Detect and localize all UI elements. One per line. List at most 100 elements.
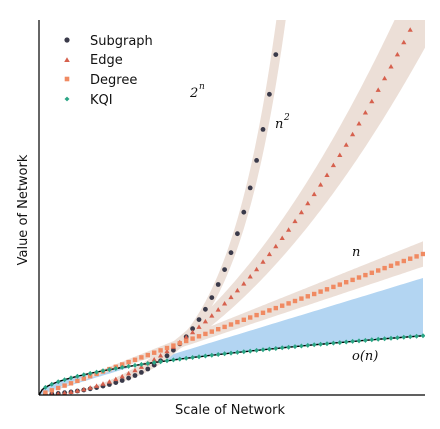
- point-edge-57: [407, 27, 413, 32]
- point-kqi-30: [235, 349, 240, 355]
- point-edge-26: [209, 313, 215, 318]
- point-kqi-59: [420, 333, 425, 339]
- legend-label-degree: Degree: [90, 73, 137, 88]
- point-kqi-4: [68, 375, 74, 381]
- point-edge-33: [254, 266, 260, 272]
- point-degree-29: [228, 322, 234, 327]
- point-kqi-25: [203, 353, 208, 359]
- annotation-n: n: [352, 245, 360, 260]
- point-edge-58: [414, 15, 419, 20]
- point-degree-16: [145, 352, 150, 358]
- point-degree-33: [254, 312, 259, 318]
- point-kqi-42: [311, 342, 317, 348]
- point-edge-42: [311, 191, 317, 197]
- point-edge-44: [324, 172, 330, 177]
- point-subgraph-14: [132, 373, 138, 378]
- point-degree-6: [81, 376, 86, 381]
- point-edge-51: [369, 98, 375, 104]
- annotation-2n-base: 2: [189, 86, 198, 101]
- point-kqi-23: [190, 355, 195, 360]
- point-kqi-49: [356, 338, 362, 344]
- legend-label-kqi: KQI: [90, 93, 113, 108]
- annotation-2n-exp: n: [199, 82, 205, 92]
- point-degree-31: [241, 317, 246, 322]
- annotation-2n: 2 n: [189, 82, 205, 101]
- point-kqi-37: [279, 345, 285, 351]
- point-degree-50: [363, 272, 368, 278]
- point-edge-55: [394, 51, 400, 57]
- x-axis-label: Scale of Network: [175, 403, 286, 418]
- point-edge-46: [337, 152, 343, 157]
- band-n2: [39, 20, 425, 395]
- point-subgraph-31: [241, 209, 247, 215]
- point-degree-25: [203, 331, 208, 337]
- point-kqi-35: [267, 346, 272, 352]
- point-subgraph-25: [203, 306, 208, 312]
- point-edge-54: [388, 64, 394, 69]
- point-degree-1: [49, 388, 54, 393]
- point-degree-13: [126, 359, 131, 365]
- point-degree-5: [75, 378, 80, 384]
- point-edge-30: [234, 287, 240, 293]
- point-kqi-13: [126, 363, 131, 369]
- point-kqi-17: [151, 360, 157, 365]
- point-edge-56: [401, 39, 407, 45]
- point-edge-3: [62, 390, 68, 395]
- point-kqi-0: [43, 384, 48, 390]
- point-degree-19: [164, 345, 170, 351]
- point-subgraph-30: [235, 231, 240, 237]
- point-edge-40: [298, 209, 304, 215]
- band-n: [39, 241, 423, 395]
- annotation-n2: n 2: [275, 113, 290, 132]
- point-kqi-46: [337, 340, 343, 346]
- point-kqi-11: [113, 366, 119, 371]
- point-edge-19: [164, 348, 170, 354]
- point-subgraph-13: [126, 375, 131, 381]
- point-degree-18: [158, 348, 163, 353]
- point-edge-27: [215, 307, 221, 312]
- point-kqi-50: [363, 337, 368, 343]
- series-kqi: [43, 333, 425, 390]
- y-axis-label: Value of Network: [16, 154, 31, 265]
- point-edge-52: [375, 87, 381, 92]
- point-kqi-12: [119, 364, 125, 370]
- point-edge-41: [305, 200, 311, 206]
- point-kqi-3: [62, 377, 67, 383]
- point-edge-2: [56, 391, 61, 395]
- point-subgraph-36: [273, 52, 279, 57]
- series-degree: [43, 251, 425, 395]
- point-edge-37: [279, 235, 285, 240]
- point-kqi-38: [286, 344, 291, 350]
- point-kqi-24: [196, 354, 202, 360]
- point-degree-12: [120, 362, 125, 367]
- point-edge-13: [126, 370, 132, 376]
- point-degree-38: [286, 301, 291, 306]
- point-subgraph-35: [267, 91, 272, 97]
- point-degree-54: [388, 263, 394, 268]
- point-degree-17: [152, 350, 157, 355]
- point-edge-38: [286, 227, 292, 232]
- point-subgraph-17: [151, 362, 157, 368]
- point-kqi-26: [209, 352, 215, 358]
- point-kqi-58: [414, 333, 419, 339]
- point-subgraph-11: [113, 380, 119, 385]
- point-edge-1: [49, 391, 54, 395]
- point-edge-14: [132, 367, 138, 373]
- point-kqi-44: [324, 341, 330, 347]
- point-edge-12: [119, 373, 125, 379]
- point-kqi-8: [94, 369, 99, 375]
- point-kqi-28: [222, 351, 227, 357]
- point-edge-9: [100, 381, 106, 386]
- point-degree-4: [68, 381, 74, 386]
- point-degree-49: [356, 275, 362, 280]
- point-kqi-14: [132, 362, 138, 368]
- point-edge-28: [222, 301, 228, 306]
- point-kqi-45: [331, 340, 336, 346]
- point-subgraph-15: [139, 370, 144, 375]
- point-edge-25: [202, 318, 208, 324]
- point-kqi-41: [305, 342, 311, 348]
- legend-item-edge: Edge: [64, 53, 123, 68]
- point-degree-44: [324, 287, 330, 292]
- point-kqi-33: [254, 347, 259, 353]
